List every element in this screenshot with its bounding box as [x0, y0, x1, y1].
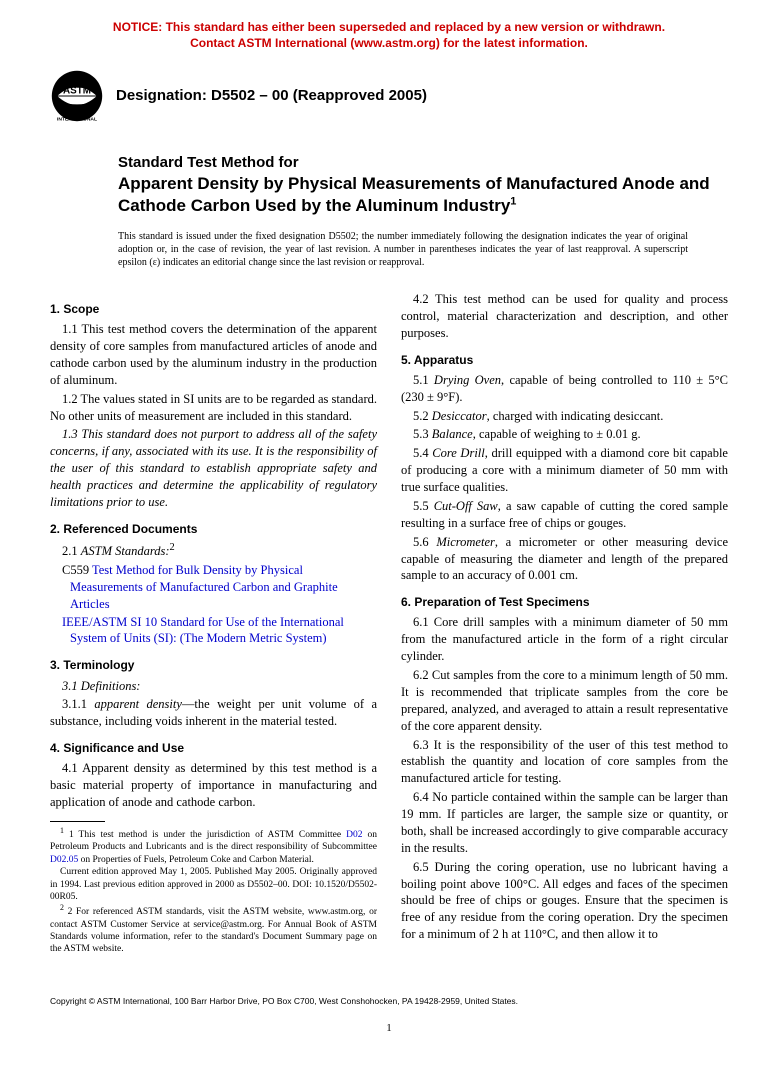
astm-logo: ASTM INTERNATIONAL [50, 69, 104, 123]
notice-line2: Contact ASTM International (www.astm.org… [190, 36, 588, 50]
issuance-note: This standard is issued under the fixed … [118, 230, 688, 269]
page-number: 1 [50, 1021, 728, 1036]
para-5-3: 5.3 Balance, capable of weighing to ± 0.… [401, 426, 728, 443]
svg-text:ASTM: ASTM [63, 85, 91, 96]
copyright: Copyright © ASTM International, 100 Barr… [50, 996, 728, 1007]
para-6-3: 6.3 It is the responsibility of the user… [401, 737, 728, 788]
section-6-head: 6. Preparation of Test Specimens [401, 594, 728, 610]
section-2-head: 2. Referenced Documents [50, 521, 377, 537]
title-main: Apparent Density by Physical Measurement… [118, 173, 728, 216]
footnote-1: 1 1 This test method is under the jurisd… [50, 826, 377, 866]
svg-text:INTERNATIONAL: INTERNATIONAL [57, 116, 97, 122]
header: ASTM INTERNATIONAL Designation: D5502 – … [50, 69, 728, 123]
designation: Designation: D5502 – 00 (Reapproved 2005… [116, 86, 427, 106]
link-d0205[interactable]: D02.05 [50, 855, 78, 865]
para-3-1-1: 3.1.1 apparent density—the weight per un… [50, 696, 377, 730]
para-4-2: 4.2 This test method can be used for qua… [401, 291, 728, 342]
link-d02[interactable]: D02 [346, 830, 362, 840]
para-5-6: 5.6 Micrometer, a micrometer or other me… [401, 534, 728, 585]
section-1-head: 1. Scope [50, 301, 377, 317]
para-6-1: 6.1 Core drill samples with a minimum di… [401, 614, 728, 665]
footnote-rule [50, 821, 105, 822]
footnote-block: 1 1 This test method is under the jurisd… [50, 821, 377, 956]
para-6-5: 6.5 During the coring operation, use no … [401, 859, 728, 943]
body-columns: 1. Scope 1.1 This test method covers the… [50, 291, 728, 956]
title-lead: Standard Test Method for [118, 153, 728, 173]
section-4-head: 4. Significance and Use [50, 740, 377, 756]
para-3-1: 3.1 Definitions: [50, 678, 377, 695]
para-2-1: 2.1 ASTM Standards:2 [50, 541, 377, 560]
supersession-notice: NOTICE: This standard has either been su… [50, 20, 728, 51]
para-1-3: 1.3 This standard does not purport to ad… [50, 426, 377, 510]
para-6-4: 6.4 No particle contained within the sam… [401, 789, 728, 857]
footnote-2: 2 2 For referenced ASTM standards, visit… [50, 903, 377, 956]
link-si10-a[interactable]: IEEE/ASTM SI 10 [62, 615, 160, 629]
section-3-head: 3. Terminology [50, 657, 377, 673]
para-6-2: 6.2 Cut samples from the core to a minim… [401, 667, 728, 735]
para-5-2: 5.2 Desiccator, charged with indicating … [401, 408, 728, 425]
para-5-1: 5.1 Drying Oven, capable of being contro… [401, 372, 728, 406]
para-4-1: 4.1 Apparent density as determined by th… [50, 760, 377, 811]
link-c559[interactable]: Test Method for Bulk Density by Physical… [70, 563, 338, 611]
para-1-2: 1.2 The values stated in SI units are to… [50, 391, 377, 425]
ref-c559: C559 Test Method for Bulk Density by Phy… [70, 562, 377, 613]
para-5-5: 5.5 Cut-Off Saw, a saw capable of cuttin… [401, 498, 728, 532]
notice-line1: NOTICE: This standard has either been su… [113, 20, 665, 34]
title-block: Standard Test Method for Apparent Densit… [118, 153, 728, 216]
section-5-head: 5. Apparatus [401, 352, 728, 368]
footnote-1b: Current edition approved May 1, 2005. Pu… [50, 866, 377, 903]
para-1-1: 1.1 This test method covers the determin… [50, 321, 377, 389]
para-5-4: 5.4 Core Drill, drill equipped with a di… [401, 445, 728, 496]
ref-si10: IEEE/ASTM SI 10 Standard for Use of the … [70, 614, 377, 648]
